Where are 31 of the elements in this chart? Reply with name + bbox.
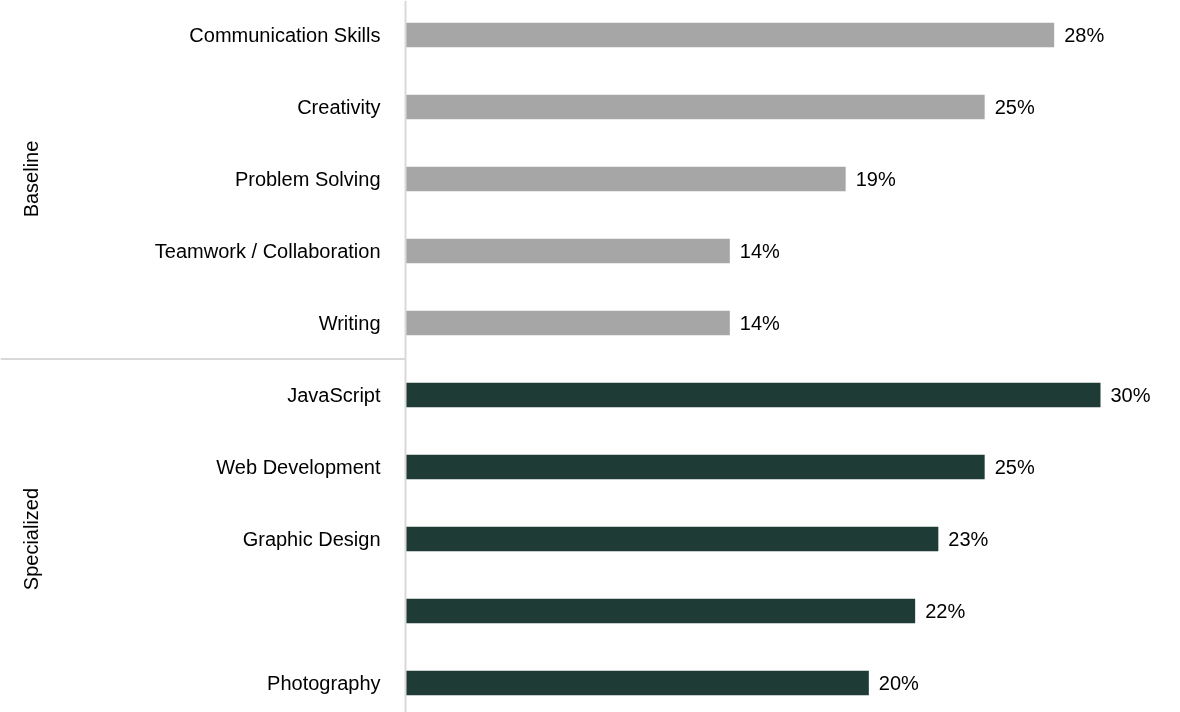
data-label: 23% — [948, 528, 989, 551]
bar — [405, 238, 730, 264]
y-tick-label: Graphic Design — [242, 528, 381, 551]
data-label: 14% — [739, 312, 781, 335]
y-tick-label: JavaScript — [287, 384, 381, 407]
y-tick-label: Communication Skills — [189, 23, 381, 46]
bar — [405, 526, 939, 552]
data-label: 25% — [994, 456, 1035, 479]
bar — [405, 166, 846, 192]
bar — [405, 94, 985, 120]
bar — [405, 670, 869, 696]
y-tick-label: Teamwork / Collaboration — [154, 240, 381, 263]
y-tick-label: Writing — [318, 312, 381, 335]
data-label: 19% — [855, 168, 896, 191]
data-label: 30% — [1110, 384, 1151, 407]
text: Baseline — [19, 140, 42, 218]
bar — [405, 310, 730, 336]
data-label: 28% — [1064, 23, 1105, 46]
data-label: 22% — [925, 600, 966, 623]
bar — [405, 382, 1101, 408]
data-label: 25% — [994, 96, 1035, 118]
y-tick-label: Photography — [267, 672, 381, 695]
data-label: 14% — [739, 240, 781, 263]
y-tick-label: Web Development — [216, 456, 381, 479]
y-tick-label: Creativity — [297, 96, 381, 118]
bar — [405, 598, 916, 624]
bar — [405, 22, 1055, 48]
y-tick-label: Problem Solving — [234, 168, 381, 191]
data-label: 20% — [878, 672, 920, 695]
bar — [405, 454, 985, 480]
text: Specialized — [19, 487, 42, 591]
